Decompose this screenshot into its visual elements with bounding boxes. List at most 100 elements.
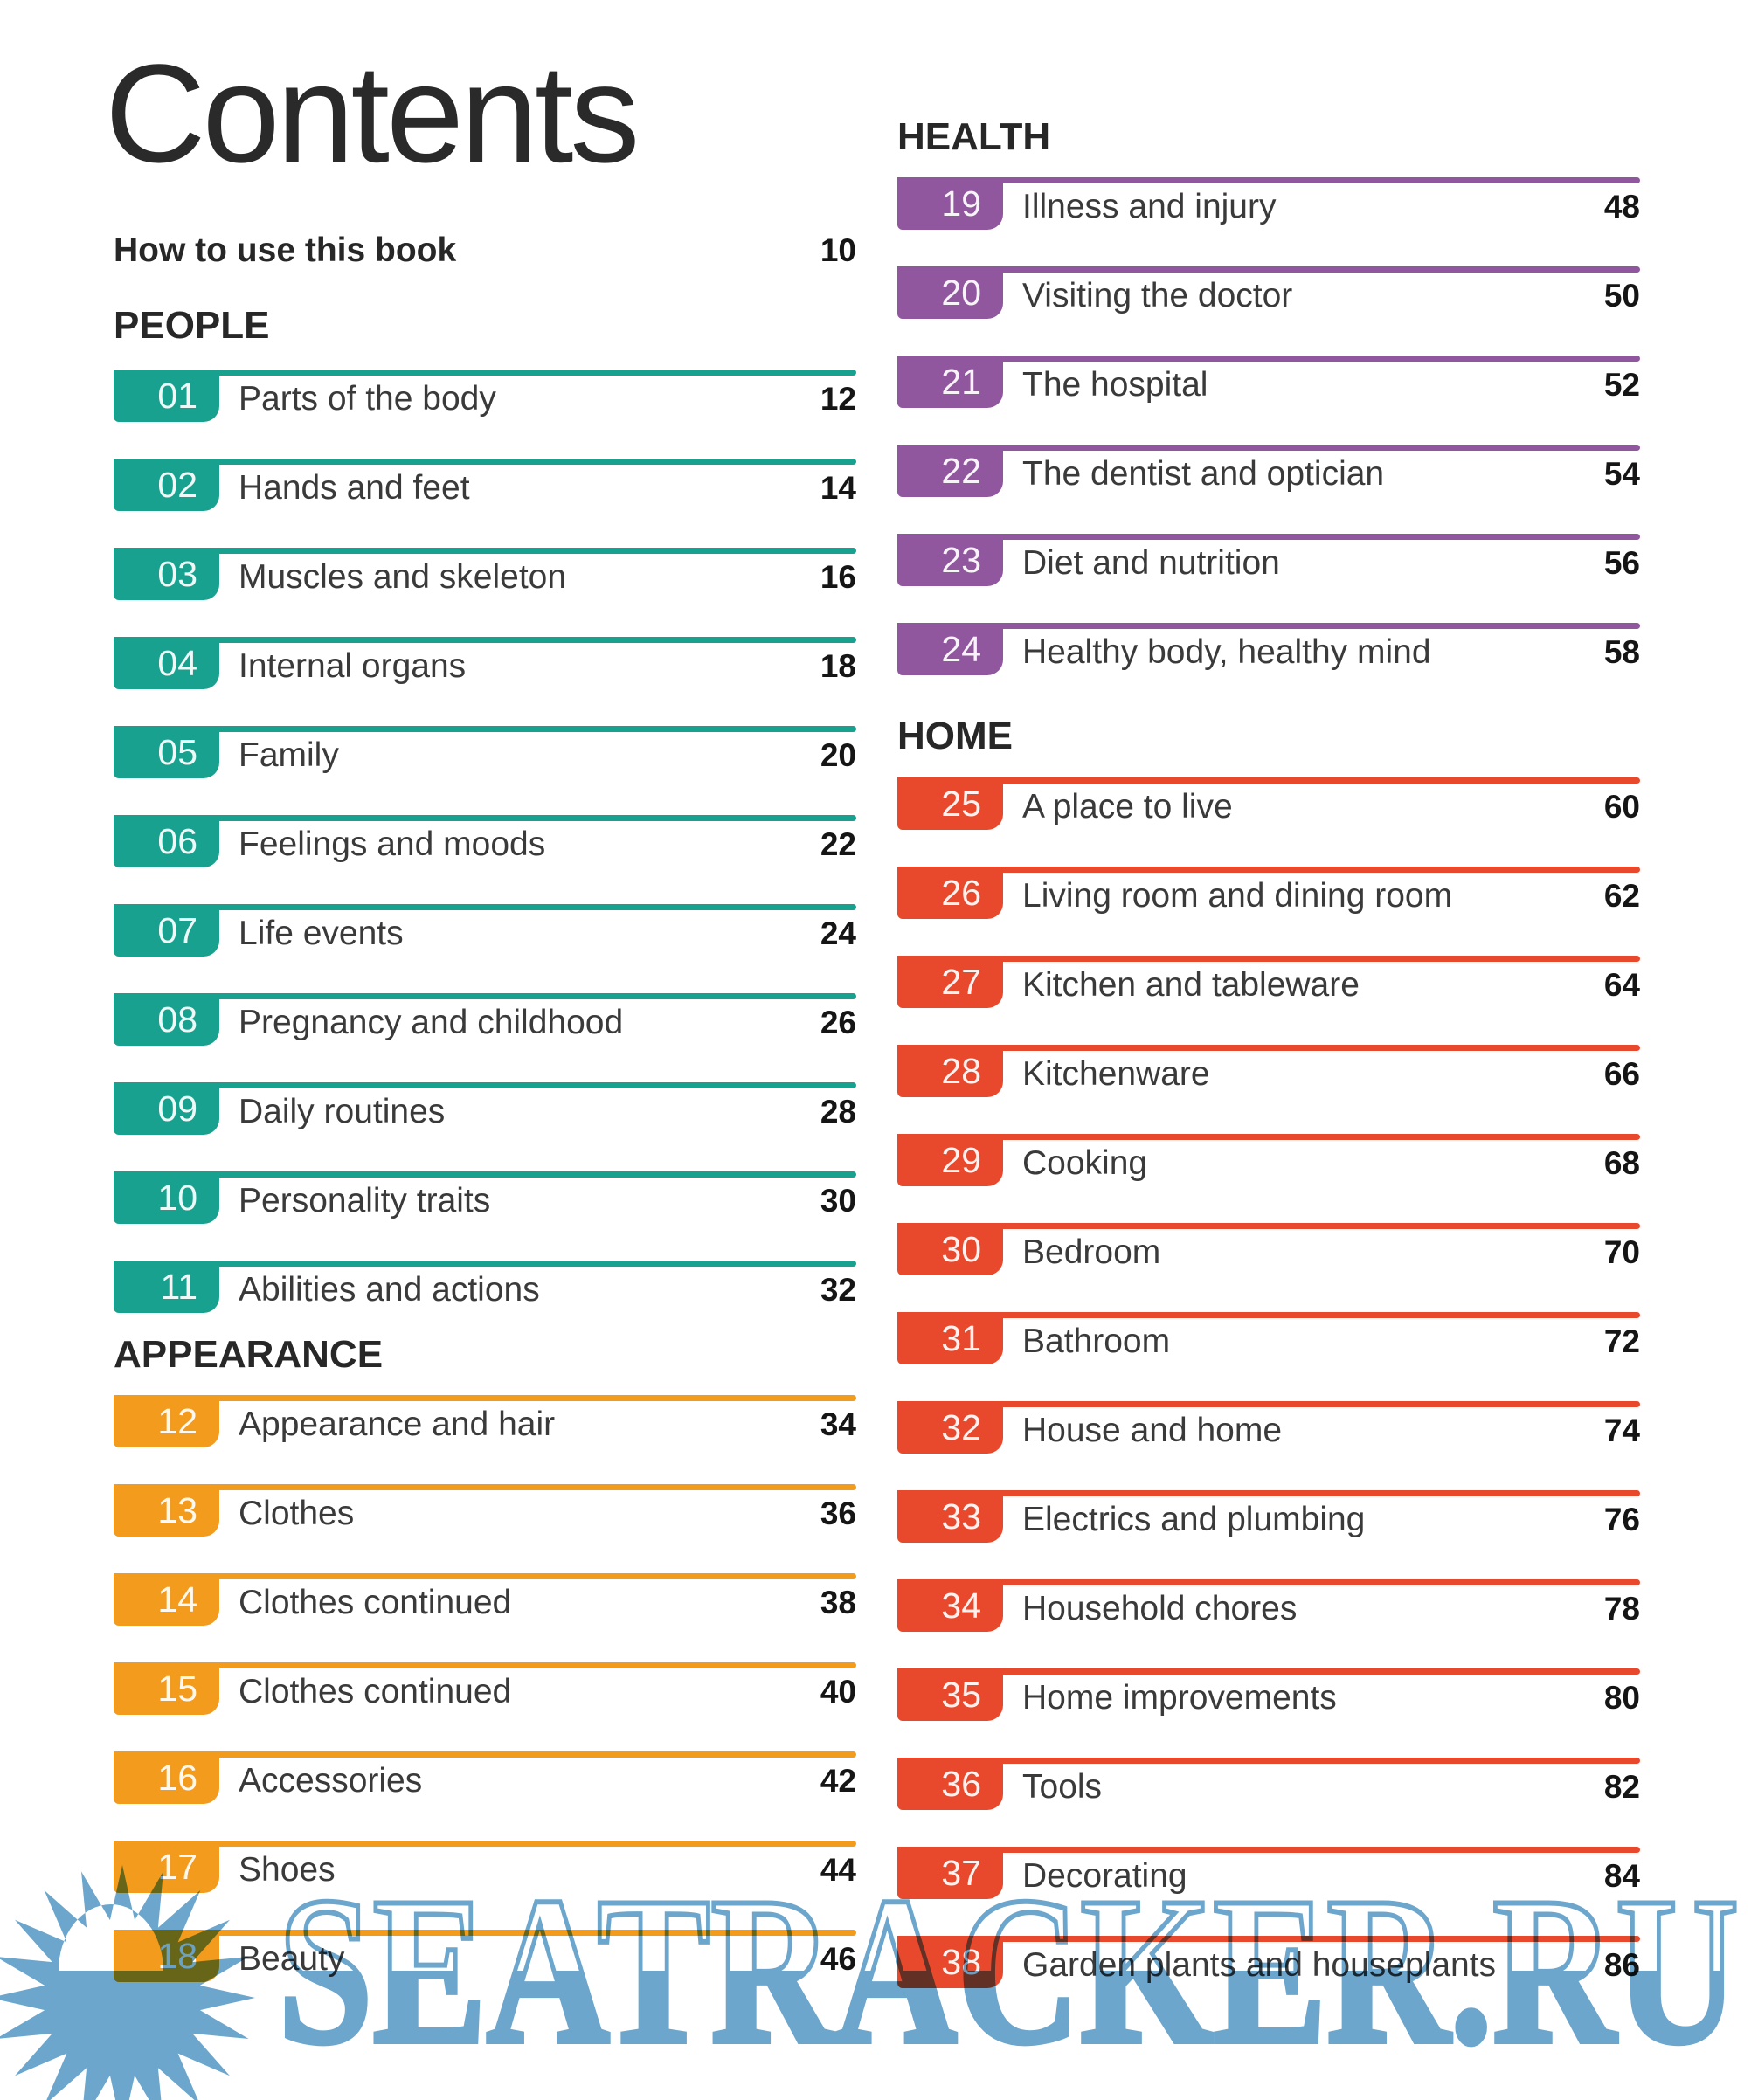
right-column: HEALTH 19 Illness and injury 48 20 Visiting t… — [897, 0, 1640, 2100]
toc-row-08: 08 Pregnancy and childhood 26 — [114, 993, 856, 1046]
page-number: 18 — [820, 647, 856, 684]
chapter-title: Clothes continued — [239, 1672, 512, 1710]
page-number: 46 — [820, 1940, 856, 1977]
page-number: 64 — [1603, 966, 1640, 1003]
toc-row-28: 28 Kitchenware 66 — [897, 1045, 1640, 1097]
page-number: 44 — [820, 1851, 856, 1888]
chapter-number-badge: 33 — [897, 1490, 1003, 1543]
chapter-title: Internal organs — [239, 646, 467, 685]
chapter-title: Cooking — [1022, 1143, 1148, 1182]
toc-row-16: 16 Accessories 42 — [114, 1751, 856, 1804]
toc-row-21: 21 The hospital 52 — [897, 356, 1640, 408]
page-title: Contents — [105, 35, 640, 191]
row-accent-line — [897, 177, 1640, 183]
row-accent-line — [114, 1484, 856, 1490]
chapter-title: Bathroom — [1022, 1322, 1171, 1360]
page-number: 12 — [820, 380, 856, 417]
row-accent-line — [114, 548, 856, 554]
toc-row-37: 37 Decorating 84 — [897, 1847, 1640, 1899]
toc-row-06: 06 Feelings and moods 22 — [114, 815, 856, 867]
page-number: 38 — [820, 1584, 856, 1620]
toc-row-26: 26 Living room and dining room 62 — [897, 867, 1640, 919]
chapter-number-badge: 27 — [897, 956, 1003, 1008]
chapter-title: Beauty — [239, 1939, 345, 1978]
chapter-title: Living room and dining room — [1022, 876, 1453, 915]
row-accent-line — [114, 1395, 856, 1401]
toc-row-35: 35 Home improvements 80 — [897, 1668, 1640, 1721]
page-number: 60 — [1603, 788, 1640, 825]
chapter-title: The dentist and optician — [1022, 454, 1385, 493]
toc-row-14: 14 Clothes continued 38 — [114, 1573, 856, 1626]
chapter-title: Life events — [239, 914, 404, 952]
chapter-number-badge: 16 — [114, 1751, 219, 1804]
page-number: 70 — [1603, 1233, 1640, 1270]
chapter-title: Bedroom — [1022, 1233, 1161, 1271]
row-accent-line — [114, 370, 856, 376]
row-accent-line — [897, 956, 1640, 962]
chapter-number-badge: 30 — [897, 1223, 1003, 1275]
toc-row-17: 17 Shoes 44 — [114, 1841, 856, 1893]
chapter-number-badge: 36 — [897, 1758, 1003, 1810]
chapter-title: Feelings and moods — [239, 825, 546, 863]
page-number: 84 — [1603, 1857, 1640, 1894]
chapter-title: Home improvements — [1022, 1678, 1337, 1717]
chapter-title: Shoes — [239, 1850, 336, 1889]
section-header-appearance: APPEARANCE — [114, 1333, 384, 1376]
row-accent-line — [897, 445, 1640, 451]
row-accent-line — [114, 459, 856, 465]
chapter-number-badge: 15 — [114, 1662, 219, 1715]
toc-row-03: 03 Muscles and skeleton 16 — [114, 548, 856, 600]
row-accent-line — [114, 1082, 856, 1088]
chapter-title: Visiting the doctor — [1022, 276, 1293, 314]
toc-row-04: 04 Internal organs 18 — [114, 637, 856, 689]
row-accent-line — [114, 1751, 856, 1758]
chapter-title: Family — [239, 736, 339, 774]
left-column: Contents How to use this book 10 PEOPLE 0… — [105, 0, 856, 2100]
toc-row-30: 30 Bedroom 70 — [897, 1223, 1640, 1275]
page-number: 40 — [820, 1673, 856, 1710]
chapter-number-badge: 11 — [114, 1261, 219, 1313]
toc-row-36: 36 Tools 82 — [897, 1758, 1640, 1810]
page-number: 62 — [1603, 877, 1640, 914]
chapter-number-badge: 17 — [114, 1841, 219, 1893]
page-number: 82 — [1603, 1768, 1640, 1805]
chapter-title: Daily routines — [239, 1092, 446, 1130]
chapter-title: Kitchenware — [1022, 1054, 1210, 1093]
toc-row-34: 34 Household chores 78 — [897, 1579, 1640, 1632]
chapter-number-badge: 35 — [897, 1668, 1003, 1721]
chapter-number-badge: 06 — [114, 815, 219, 867]
toc-row-02: 02 Hands and feet 14 — [114, 459, 856, 511]
chapter-title: Pregnancy and childhood — [239, 1003, 624, 1041]
chapter-number-badge: 10 — [114, 1171, 219, 1224]
how-to-use-page-number: 10 — [820, 232, 856, 268]
chapter-title: The hospital — [1022, 365, 1208, 404]
chapter-title: Kitchen and tableware — [1022, 965, 1360, 1004]
row-accent-line — [897, 1936, 1640, 1942]
toc-row-05: 05 Family 20 — [114, 726, 856, 778]
toc-row-11: 11 Abilities and actions 32 — [114, 1261, 856, 1313]
chapter-number-badge: 25 — [897, 777, 1003, 830]
chapter-title: Appearance and hair — [239, 1405, 556, 1443]
section-header-health: HEALTH — [897, 115, 1051, 158]
toc-row-09: 09 Daily routines 28 — [114, 1082, 856, 1135]
chapter-number-badge: 37 — [897, 1847, 1003, 1899]
page-number: 42 — [820, 1762, 856, 1799]
page-number: 72 — [1603, 1323, 1640, 1359]
toc-row-33: 33 Electrics and plumbing 76 — [897, 1490, 1640, 1543]
toc-row-01: 01 Parts of the body 12 — [114, 370, 856, 422]
chapter-title: Parts of the body — [239, 379, 496, 418]
toc-row-13: 13 Clothes 36 — [114, 1484, 856, 1537]
page-number: 78 — [1603, 1590, 1640, 1627]
page-number: 36 — [820, 1495, 856, 1531]
page-number: 56 — [1603, 544, 1640, 581]
toc-row-24: 24 Healthy body, healthy mind 58 — [897, 623, 1640, 675]
page-number: 14 — [820, 469, 856, 506]
row-accent-line — [897, 1401, 1640, 1407]
row-accent-line — [114, 1573, 856, 1579]
chapter-title: Accessories — [239, 1761, 423, 1800]
row-accent-line — [114, 1841, 856, 1847]
chapter-title: Illness and injury — [1022, 187, 1277, 225]
chapter-title: Tools — [1022, 1767, 1103, 1806]
chapter-number-badge: 07 — [114, 904, 219, 957]
